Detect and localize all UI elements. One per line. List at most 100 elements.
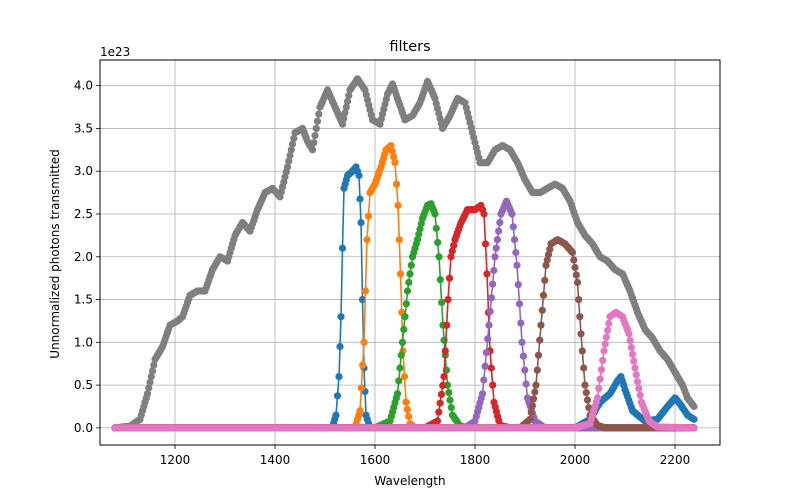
data-point (577, 330, 585, 338)
data-point (489, 280, 497, 288)
data-point (625, 330, 633, 338)
data-point (333, 392, 342, 400)
data-point (576, 313, 584, 321)
data-point (390, 153, 398, 161)
y-tick-label: 2.5 (74, 207, 93, 221)
data-point (536, 336, 544, 344)
data-point (532, 381, 540, 389)
data-point (496, 219, 504, 227)
data-point (578, 347, 586, 355)
data-point (338, 120, 347, 128)
data-point (487, 364, 495, 372)
data-point (572, 271, 580, 279)
data-point (531, 388, 539, 396)
data-point (402, 300, 410, 308)
data-point (283, 163, 292, 171)
data-point (583, 396, 592, 404)
data-point (517, 319, 525, 327)
data-point (597, 366, 606, 374)
data-point (626, 337, 634, 345)
data-point (580, 364, 588, 372)
data-point (336, 343, 344, 351)
x-tick-label: 1200 (160, 453, 191, 467)
data-point (595, 384, 603, 393)
data-point (522, 380, 530, 388)
x-tick-label: 1800 (460, 453, 491, 467)
data-point (361, 287, 370, 295)
data-point (443, 321, 451, 329)
data-point (439, 381, 447, 390)
x-tick-label: 2200 (660, 453, 691, 467)
data-point (338, 244, 347, 252)
chart-title: filters (389, 39, 430, 55)
y-axis-label: Unnormalized photons transmitted (48, 149, 62, 358)
data-point (481, 362, 489, 370)
data-point (509, 223, 517, 231)
data-point (521, 366, 529, 374)
data-point (602, 333, 611, 341)
data-point (446, 396, 454, 404)
data-point (489, 381, 497, 389)
data-point (508, 210, 516, 218)
data-point (690, 402, 698, 411)
data-point (482, 349, 490, 357)
data-point (145, 384, 153, 392)
data-point (406, 270, 414, 278)
data-point (413, 236, 422, 244)
data-point (480, 210, 488, 218)
data-point (514, 281, 522, 289)
data-point (534, 351, 543, 359)
data-point (515, 300, 524, 308)
y-tick-label: 1.0 (74, 335, 93, 349)
data-point (518, 338, 526, 346)
data-point (401, 313, 409, 321)
data-point (405, 278, 413, 286)
data-point (394, 201, 402, 209)
data-point (445, 389, 453, 397)
y-tick-label: 4.0 (74, 79, 93, 93)
data-point (519, 352, 528, 360)
y-tick-label: 0.5 (74, 378, 93, 392)
data-point (541, 276, 549, 284)
data-point (568, 248, 577, 257)
data-point (398, 338, 407, 346)
data-point (527, 408, 535, 417)
data-point (285, 157, 293, 165)
data-point (537, 321, 545, 329)
data-point (491, 253, 499, 261)
data-point (363, 236, 371, 244)
data-point (340, 114, 348, 123)
data-point (286, 151, 294, 160)
data-point (539, 291, 548, 299)
data-point (600, 347, 608, 355)
ticks: 1200 1400 1600 1800 2000 2200 0.0 0.5 1.0 1.5 2.0 2… (74, 79, 690, 467)
data-point (636, 391, 644, 399)
data-point (364, 212, 373, 220)
series-7 (111, 308, 698, 432)
data-point (310, 139, 318, 147)
y-tick-label: 3.5 (74, 121, 93, 135)
x-tick-label: 2000 (560, 453, 591, 467)
data-point (510, 236, 519, 244)
data-point (405, 412, 413, 421)
data-point (388, 147, 396, 155)
data-point (493, 236, 501, 244)
data-point (435, 408, 443, 416)
data-point (631, 364, 639, 372)
data-point (599, 356, 607, 364)
data-point (341, 109, 349, 117)
data-point (546, 245, 554, 253)
data-point (478, 390, 487, 398)
data-point (288, 140, 297, 148)
data-point (512, 248, 520, 257)
data-point (538, 306, 546, 314)
y-tick-label: 1.5 (74, 293, 93, 307)
data-point (395, 236, 403, 244)
data-point (147, 373, 155, 381)
y-tick-label: 2.0 (74, 250, 93, 264)
data-point (337, 313, 345, 321)
series-line (115, 144, 694, 429)
data-point (483, 270, 491, 278)
data-point (486, 307, 494, 316)
